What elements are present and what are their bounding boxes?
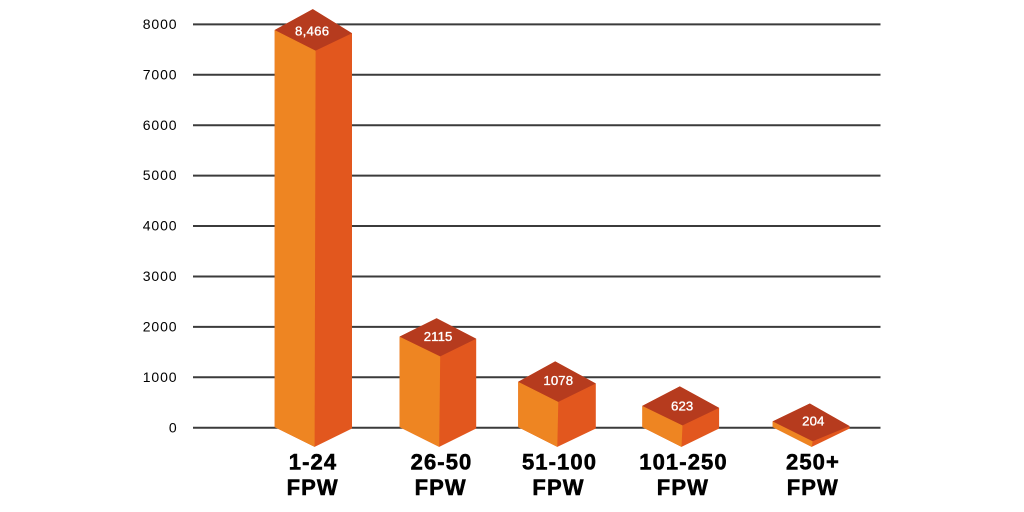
svg-text:1000: 1000 [143, 369, 178, 385]
svg-text:FPW: FPW [287, 475, 339, 500]
svg-text:FPW: FPW [415, 475, 467, 500]
svg-text:6000: 6000 [143, 117, 178, 133]
svg-text:FPW: FPW [657, 475, 709, 500]
svg-text:51-100: 51-100 [522, 449, 597, 474]
svg-text:4000: 4000 [143, 218, 178, 234]
svg-text:204: 204 [802, 413, 824, 428]
svg-text:1078: 1078 [543, 373, 573, 388]
svg-text:0: 0 [169, 419, 178, 435]
svg-text:250+: 250+ [786, 449, 840, 474]
svg-text:7000: 7000 [143, 66, 178, 82]
svg-text:FPW: FPW [532, 475, 584, 500]
svg-text:623: 623 [671, 399, 693, 414]
svg-text:2000: 2000 [143, 319, 178, 335]
svg-text:3000: 3000 [143, 268, 178, 284]
svg-text:FPW: FPW [787, 475, 839, 500]
svg-text:1-24: 1-24 [289, 449, 337, 474]
svg-text:2115: 2115 [424, 329, 453, 344]
svg-text:8000: 8000 [143, 16, 178, 32]
svg-text:5000: 5000 [143, 167, 178, 183]
svg-text:8,466: 8,466 [295, 23, 330, 38]
svg-text:26-50: 26-50 [411, 449, 473, 474]
svg-text:101-250: 101-250 [639, 449, 727, 474]
